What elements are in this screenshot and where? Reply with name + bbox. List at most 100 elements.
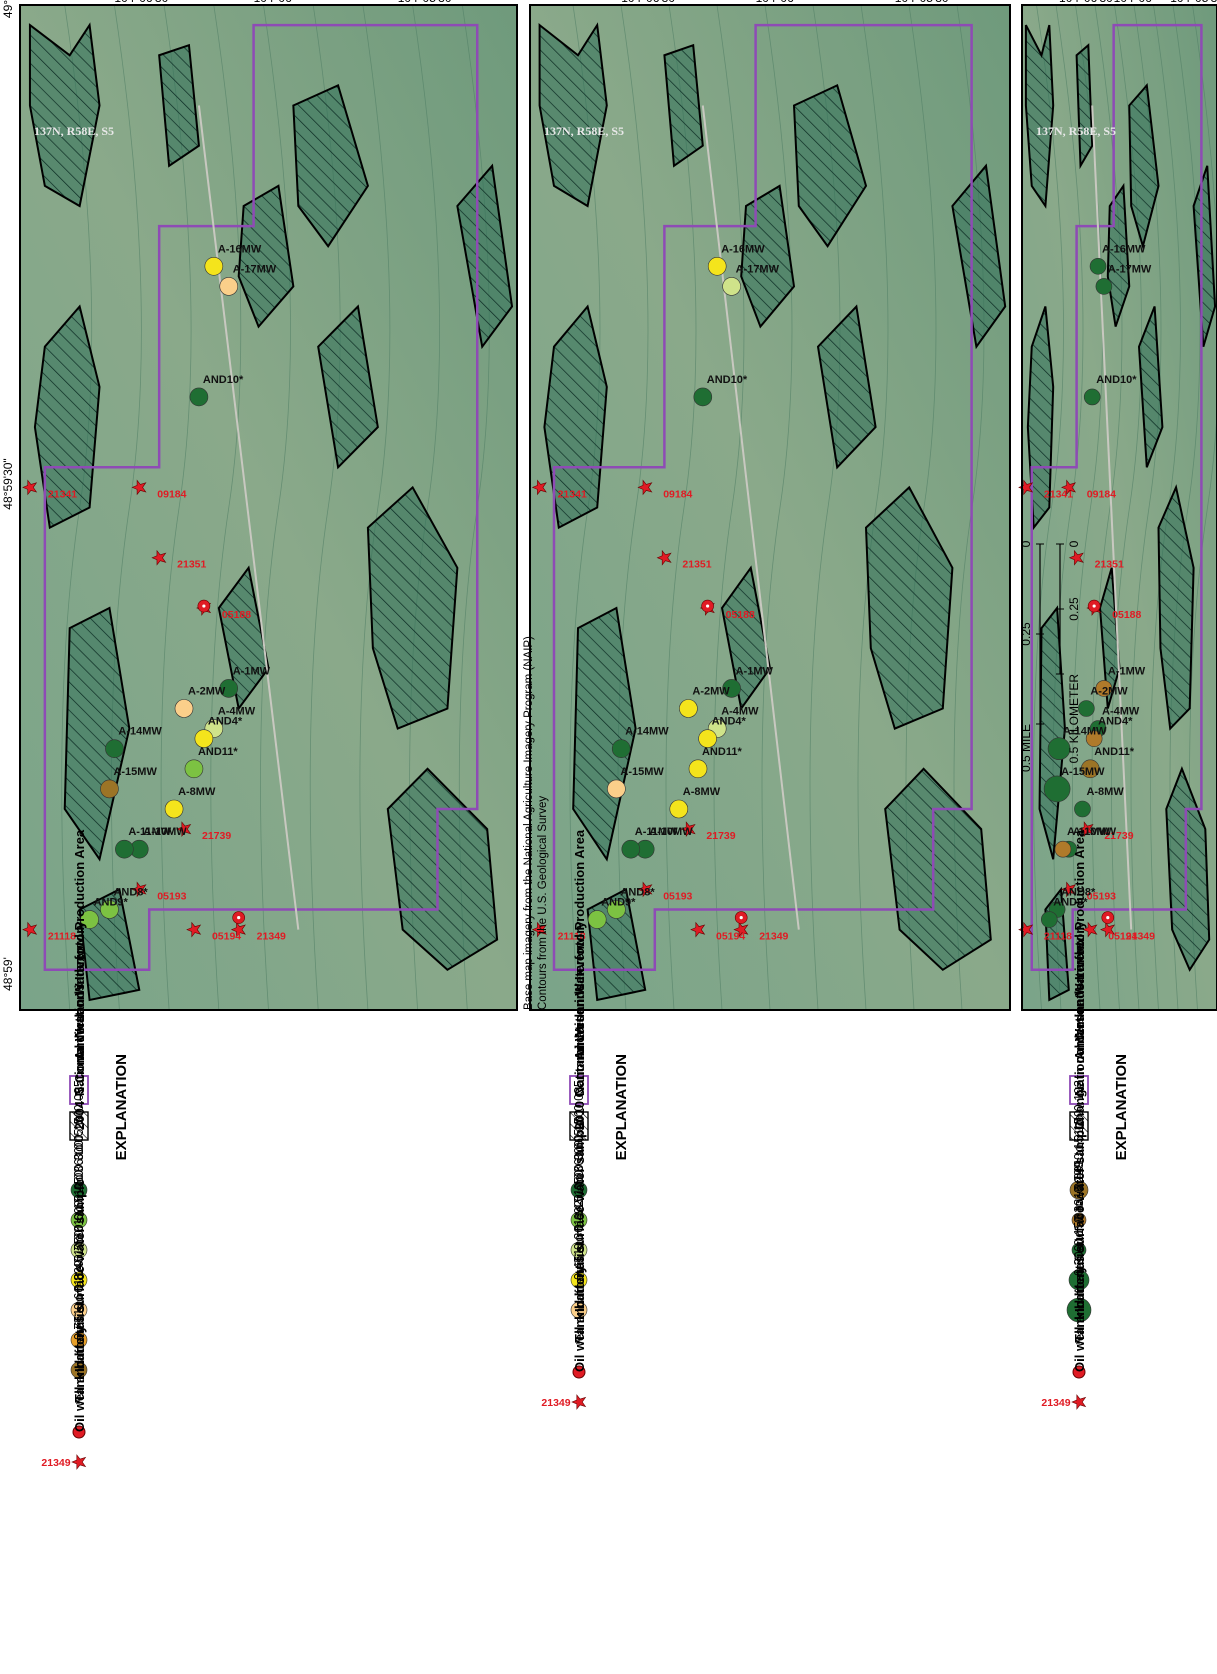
legend-oil-well-label: Oil well and identifier — [72, 1301, 87, 1432]
legend-class-swatch — [570, 1271, 588, 1289]
legend-class-swatch — [70, 1361, 88, 1379]
oil-well-label: 21351 — [177, 559, 206, 571]
wetland-polygon — [1128, 83, 1160, 250]
sample-site-marker — [115, 839, 134, 859]
credit-line-2: Contours from the U.S. Geological Survey — [537, 796, 549, 1010]
oil-well-label: 09184 — [1087, 488, 1116, 500]
scale-mile-label: 0.5 MILE — [1019, 724, 1033, 772]
sample-site-label: AND10* — [1096, 374, 1137, 386]
wetland-polygon — [1075, 43, 1094, 170]
legend-class-swatch — [570, 1301, 588, 1319]
longitude-label: 104°05'30" — [398, 0, 456, 5]
sample-site-label: A-1MW — [233, 665, 271, 677]
legend-surface-water-label: Indicates surface-water sample — [72, 1179, 87, 1372]
legend-class-label: 0.751 to 0.829 — [72, 1260, 86, 1340]
sample-site-label: A-10MW — [1073, 826, 1117, 838]
road — [701, 105, 800, 930]
wetland-polygon — [1192, 165, 1217, 347]
sample-site-marker — [1089, 258, 1107, 275]
sample-site-marker — [698, 729, 717, 748]
wetland-polygon — [951, 163, 1007, 350]
legend-class-label: 0 to -0.149 — [1072, 1160, 1086, 1220]
sample-site-label: A-17MW — [1108, 263, 1152, 275]
production-area-boundary — [43, 23, 479, 972]
sample-site-label: A-15MW — [113, 766, 157, 778]
legend-boundary-swatch — [1069, 1075, 1089, 1105]
longitude-label: 104°05'30" — [895, 0, 953, 5]
wetland-polygon — [1165, 766, 1211, 972]
longitude-label: 104°06'30" — [1059, 0, 1117, 5]
oil-well-label: 21349 — [257, 931, 286, 943]
trs-label: 137N, R58E, S5 — [1036, 124, 1116, 138]
oil-well-label: 05193 — [1087, 890, 1116, 902]
legend-class-swatch — [70, 1211, 88, 1229]
legend-class-label: 0.005 to 0.035 — [572, 1080, 586, 1160]
oil-well-label: 05194 — [212, 931, 241, 943]
sample-site-marker — [621, 839, 641, 859]
legend-2010: EXPLANATION Anderson Waterfowl Production… — [541, 829, 630, 1410]
sample-site-label: A-4MW — [721, 706, 759, 718]
legend-boundary-swatch — [569, 1075, 589, 1105]
legend-class-label: 0.036 to 0.150 — [572, 1110, 586, 1190]
legend-class-swatch — [570, 1181, 588, 1199]
sample-site-label: A-1MW — [736, 665, 774, 677]
oil-well-label: 21739 — [706, 830, 735, 842]
oil-well-label: 05194 — [716, 931, 745, 943]
sample-site-label: A-14MW — [1063, 726, 1107, 738]
wetland-polygon — [456, 163, 514, 350]
sample-site-label: A-14MW — [625, 726, 669, 738]
sample-site-label: AND8* — [620, 887, 655, 899]
legend-oil-well-example: 21349 — [541, 1397, 570, 1409]
legend-class-label: 0.001 to 0.150 — [1072, 1110, 1086, 1190]
aerial-imagery — [1022, 5, 1217, 1010]
scale-tick-label: 0.25 — [1067, 597, 1081, 621]
sample-site-marker — [587, 910, 607, 929]
legend-class-swatch — [70, 1181, 88, 1199]
sample-site-label: A-10MW — [143, 826, 187, 838]
legend-class-swatch — [1071, 1242, 1087, 1258]
legend-wetlands-swatch — [1069, 1111, 1089, 1141]
legend-oil-well-example: 21349 — [1041, 1397, 1070, 1409]
legend-index-heading: 2010 Contamination index — [572, 968, 587, 1130]
sample-site-label: AND8* — [113, 887, 148, 899]
longitude-label: 104°06'30" — [621, 0, 679, 5]
production-area-boundary — [552, 23, 973, 972]
sample-site-marker — [1095, 680, 1113, 697]
legend-class-label: 0.151 to 0.300 — [572, 1140, 586, 1220]
legend-title: EXPLANATION — [113, 1054, 130, 1160]
contour-line — [713, 4, 745, 1011]
legend-title: EXPLANATION — [1113, 1054, 1130, 1160]
legend-tank-battery-icon — [572, 1365, 586, 1379]
tank-battery-dot — [237, 915, 241, 920]
legend-class-label: 0.301 to 0.450 — [72, 1170, 86, 1250]
wetland-polygon — [720, 565, 772, 711]
sample-site-marker — [707, 257, 727, 276]
sample-site-label: A-15MW — [620, 766, 664, 778]
legend-class-swatch — [1068, 1269, 1090, 1291]
legend-oil-well-icon — [71, 1454, 86, 1470]
wetland-polygon — [816, 304, 877, 470]
sample-site-marker — [100, 900, 119, 919]
oil-well-label: 05193 — [157, 890, 186, 902]
sample-site-label: AND9* — [601, 897, 636, 909]
legend-class-swatch — [1069, 1180, 1089, 1200]
legend-boundary-label: Anderson Waterfowl Production Area — [572, 829, 587, 1060]
scale-km-label: 0.5 KILOMETER — [1067, 674, 1081, 764]
oil-well-label: 21341 — [1044, 488, 1073, 500]
oil-well-label: 05188 — [726, 609, 755, 621]
legend-title: EXPLANATION — [613, 1054, 630, 1160]
sample-site-marker — [80, 910, 99, 929]
sample-site-marker — [679, 699, 698, 718]
sample-site-label: A-4MW — [218, 706, 256, 718]
sample-site-label: A-15MW — [1061, 766, 1105, 778]
contour-line — [260, 4, 291, 1011]
sample-site-label: A-11MW — [128, 826, 171, 838]
sample-site-marker — [688, 759, 708, 779]
legend-wetlands-label: National Wetlands Inventory — [1072, 921, 1087, 1096]
sample-site-marker — [219, 277, 239, 296]
sample-site-label: A-8MW — [1086, 786, 1124, 798]
legend-tank-battery-label: Tank battery — [1072, 1265, 1087, 1342]
sample-site-label: A-16MW — [1102, 243, 1146, 255]
legend-tank-battery-icon — [1072, 1365, 1086, 1379]
